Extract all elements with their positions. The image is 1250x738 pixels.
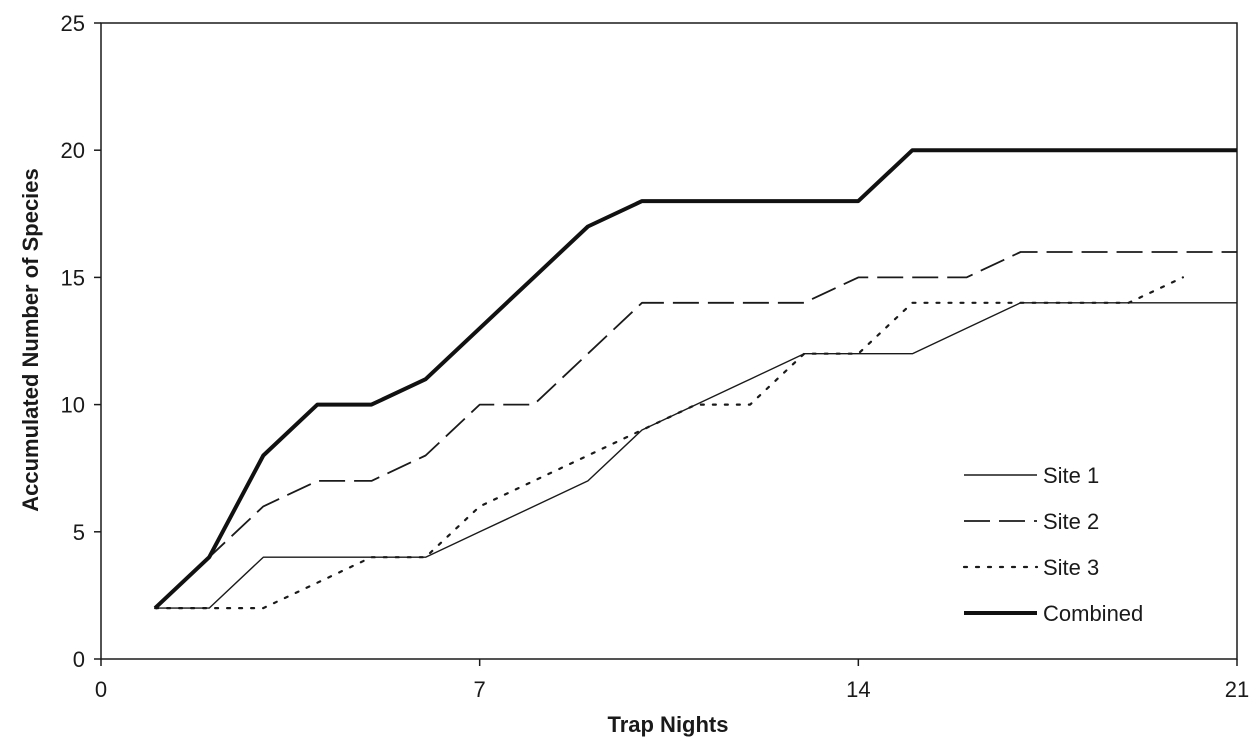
series-line-site-3 [154, 276, 1185, 610]
y-tick-label-4: 20 [61, 138, 85, 163]
x-tick-label-1: 7 [474, 677, 486, 702]
y-tick-label-3: 15 [61, 265, 85, 290]
y-tick-label-5: 25 [61, 11, 85, 36]
legend-label-combined: Combined [1043, 601, 1143, 626]
y-tick-label-1: 5 [73, 520, 85, 545]
plot-frame [100, 22, 1238, 660]
x-tick-label-2: 14 [846, 677, 870, 702]
series-layer [153, 148, 1237, 610]
series-line-site-2 [154, 251, 1237, 609]
legend-label-site-2: Site 2 [1043, 509, 1099, 534]
legend-label-site-1: Site 1 [1043, 463, 1099, 488]
series-line-combined [153, 148, 1237, 610]
legend-label-site-3: Site 3 [1043, 555, 1099, 580]
y-axis-title: Accumulated Number of Species [18, 168, 43, 512]
x-tick-label-0: 0 [95, 677, 107, 702]
legend: Site 1 Site 2 Site 3 Combined [962, 463, 1143, 626]
y-tick-label-0: 0 [73, 647, 85, 672]
x-tick-label-3: 21 [1225, 677, 1249, 702]
y-tick-label-2: 10 [61, 393, 85, 418]
axes: 0 5 10 15 20 25 0 7 14 21 [61, 11, 1250, 702]
x-axis-title: Trap Nights [607, 712, 728, 737]
